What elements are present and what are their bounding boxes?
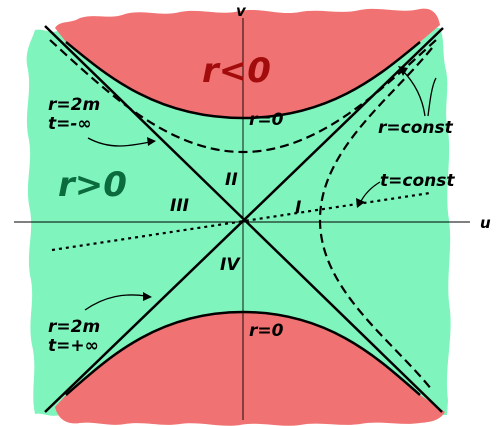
- v-axis-label: v: [236, 2, 247, 20]
- region-positive-label: r>0: [58, 165, 127, 205]
- region-III-label: III: [170, 196, 189, 216]
- region-II-label: II: [225, 170, 238, 190]
- r-const-label: r=const: [378, 118, 454, 138]
- horizon-past-t-label: t=-∞: [48, 114, 92, 134]
- region-IV-label: IV: [220, 255, 241, 275]
- t-const-arrowhead: [356, 198, 365, 208]
- singularity-bottom-label: r=0: [249, 321, 284, 341]
- horizon-future-r-label: r=2m: [48, 317, 100, 337]
- horizon-future-arrowhead: [143, 292, 152, 301]
- singularity-bottom-curve: [65, 310, 421, 396]
- region-r-negative-top: [55, 8, 440, 118]
- r-const-arrowhead-1: [398, 66, 408, 76]
- t-const-line: [51, 191, 431, 252]
- horizon-past-r-label: r=2m: [48, 95, 100, 115]
- r-const-arrow-2: [427, 77, 437, 117]
- region-negative-label: r<0: [202, 51, 271, 91]
- horizon-past-arrowhead: [147, 137, 156, 146]
- singularity-top-label: r=0: [249, 110, 284, 130]
- singularity-top-curve: [65, 41, 421, 120]
- horizon-future-t-label: t=+∞: [48, 336, 99, 356]
- horizon-past-arrow: [87, 137, 151, 147]
- r-const-right-curve: [318, 47, 433, 391]
- u-axis-label: u: [480, 214, 491, 232]
- r-const-top-curve: [49, 39, 437, 154]
- region-I-label: I: [295, 198, 301, 218]
- t-const-label: t=const: [380, 171, 455, 191]
- horizon-future-arrow: [84, 294, 147, 311]
